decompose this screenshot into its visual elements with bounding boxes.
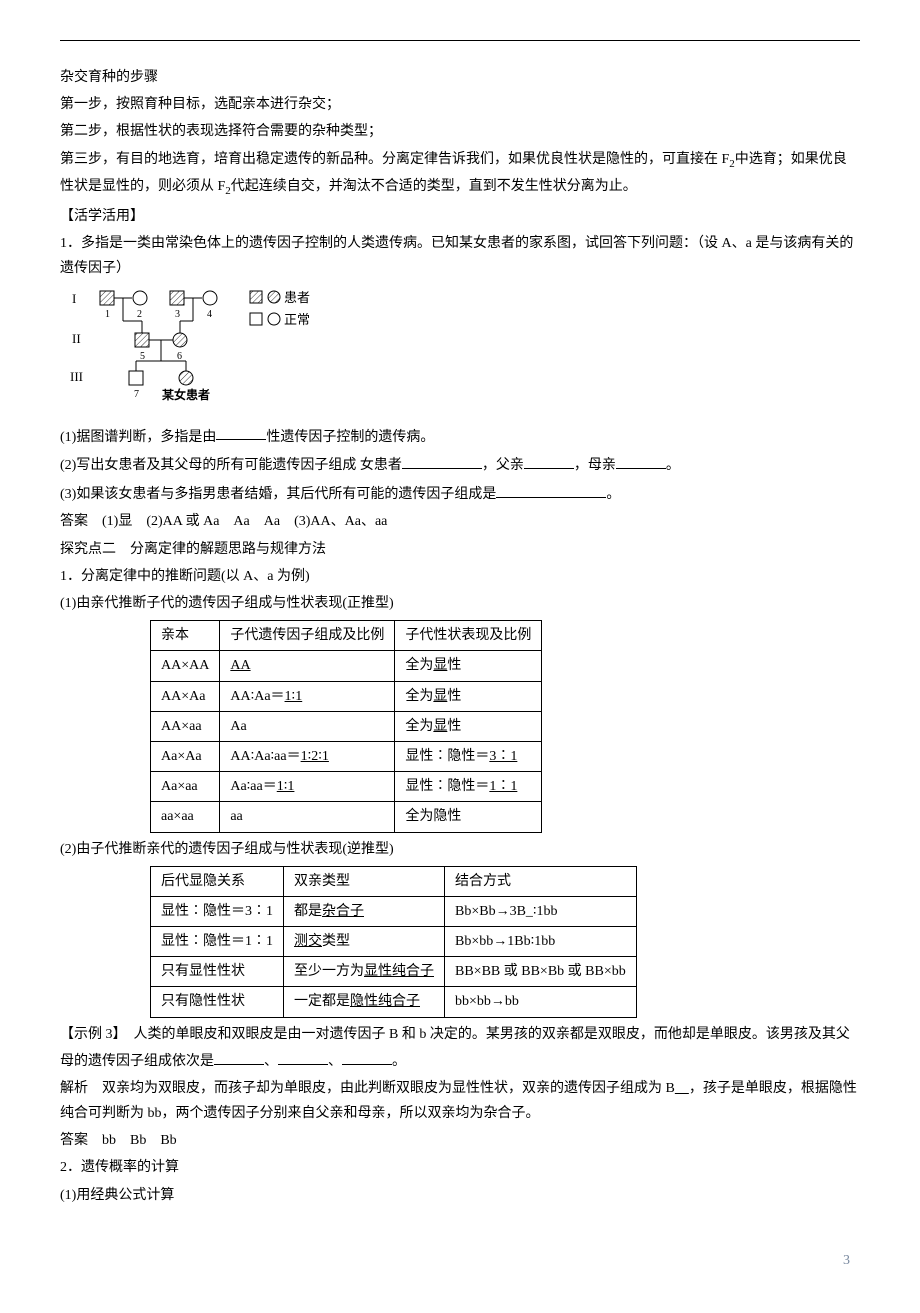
example3: 【示例 3】 人类的单眼皮和双眼皮是由一对遗传因子 B 和 b 决定的。某男孩的… xyxy=(60,1022,860,1074)
table-row: aa×aaaa全为隐性 xyxy=(151,802,542,832)
practice-heading: 【活学活用】 xyxy=(60,204,860,229)
hybrid-step1: 第一步，按照育种目标，选配亲本进行杂交； xyxy=(60,92,860,117)
page-number: 3 xyxy=(60,1248,860,1273)
table-row: AA×AaAA∶Aa＝1∶1全为显性 xyxy=(151,681,542,711)
example3-analysis: 解析 双亲均为双眼皮，而孩子却为单眼皮，由此判断双眼皮为显性性状，双亲的遗传因子… xyxy=(60,1076,860,1126)
legend-patient: 患者 xyxy=(284,290,310,305)
gen-1-label: I xyxy=(72,291,76,306)
blank xyxy=(342,1047,392,1065)
blank xyxy=(524,451,574,469)
table-row: 亲本 子代遗传因子组成及比例 子代性状表现及比例 xyxy=(151,621,542,651)
top-rule xyxy=(60,40,860,41)
table-row: 显性∶隐性＝3∶1都是杂合子Bb×Bb→3B_∶1bb xyxy=(151,896,637,926)
table-reverse: 后代显隐关系 双亲类型 结合方式 显性∶隐性＝3∶1都是杂合子Bb×Bb→3B_… xyxy=(150,866,637,1018)
answer1: 答案 (1)显 (2)AA 或 Aa Aa Aa (3)AA、Aa、aa xyxy=(60,509,860,534)
prob-h2-1: (1)用经典公式计算 xyxy=(60,1183,860,1208)
table-forward: 亲本 子代遗传因子组成及比例 子代性状表现及比例 AA×AAAA全为显性AA×A… xyxy=(150,620,542,832)
step3a: 第三步，有目的地选育，培育出稳定遗传的新品种。分离定律告诉我们，如果优良性状是隐… xyxy=(60,152,729,167)
female-patient-label: 某女患者 xyxy=(162,387,210,402)
svg-text:7: 7 xyxy=(134,389,139,400)
explore2-title: 探究点二 分离定律的解题思路与规律方法 xyxy=(60,537,860,562)
svg-text:1: 1 xyxy=(105,309,110,320)
q1-3: (3)如果该女患者与多指男患者结婚，其后代所有可能的遗传因子组成是。 xyxy=(60,480,860,507)
blank xyxy=(402,451,482,469)
blank xyxy=(496,480,606,498)
th: 亲本 xyxy=(151,621,220,651)
hybrid-step2: 第二步，根据性状的表现选择符合需要的杂种类型； xyxy=(60,119,860,144)
svg-text:4: 4 xyxy=(207,309,212,320)
svg-text:6: 6 xyxy=(177,351,182,362)
hybrid-title: 杂交育种的步骤 xyxy=(60,65,860,90)
th: 子代遗传因子组成及比例 xyxy=(220,621,395,651)
svg-text:2: 2 xyxy=(137,309,142,320)
table-row: 只有隐性性状一定都是隐性纯合子bb×bb→bb xyxy=(151,987,637,1017)
q1-2: (2)写出女患者及其父母的所有可能遗传因子组成 女患者，父亲，母亲。 xyxy=(60,451,860,478)
q1-intro: 1．多指是一类由常染色体上的遗传因子控制的人类遗传病。已知某女患者的家系图，试回… xyxy=(60,231,860,281)
pedigree-diagram: I 1 2 3 4 患者 正常 II 5 6 III 7 某女患者 xyxy=(70,287,860,416)
blank xyxy=(216,423,266,441)
svg-text:5: 5 xyxy=(140,351,145,362)
blank xyxy=(214,1047,264,1065)
table-row: Aa×AaAA∶Aa∶aa＝1∶2∶1显性∶隐性＝3∶1 xyxy=(151,741,542,771)
explore2-sub1: 1．分离定律中的推断问题(以 A、a 为例) xyxy=(60,564,860,589)
t1-title: (1)由亲代推断子代的遗传因子组成与性状表现(正推型) xyxy=(60,591,860,616)
th: 子代性状表现及比例 xyxy=(395,621,542,651)
q1-1: (1)据图谱判断，多指是由性遗传因子控制的遗传病。 xyxy=(60,423,860,450)
th: 结合方式 xyxy=(445,866,637,896)
th: 双亲类型 xyxy=(284,866,445,896)
gen-3-label: III xyxy=(70,369,83,384)
t2-title: (2)由子代推断亲代的遗传因子组成与性状表现(逆推型) xyxy=(60,837,860,862)
blank xyxy=(278,1047,328,1065)
step3c: 代起连续自交，并淘汰不合适的类型，直到不发生性状分离为止。 xyxy=(231,179,637,194)
table-row: AA×aaAa全为显性 xyxy=(151,711,542,741)
prob-h2: 2．遗传概率的计算 xyxy=(60,1155,860,1180)
gen-2-label: II xyxy=(72,331,81,346)
example3-answer: 答案 bb Bb Bb xyxy=(60,1128,860,1153)
th: 后代显隐关系 xyxy=(151,866,284,896)
table-row: AA×AAAA全为显性 xyxy=(151,651,542,681)
table-row: Aa×aaAa∶aa＝1∶1显性∶隐性＝1∶1 xyxy=(151,772,542,802)
hybrid-step3: 第三步，有目的地选育，培育出稳定遗传的新品种。分离定律告诉我们，如果优良性状是隐… xyxy=(60,147,860,202)
table-row: 后代显隐关系 双亲类型 结合方式 xyxy=(151,866,637,896)
table-row: 只有显性性状至少一方为显性纯合子BB×BB 或 BB×Bb 或 BB×bb xyxy=(151,957,637,987)
legend-normal: 正常 xyxy=(284,312,310,327)
table-row: 显性∶隐性＝1∶1测交类型Bb×bb→1Bb∶1bb xyxy=(151,927,637,957)
svg-text:3: 3 xyxy=(175,309,180,320)
blank xyxy=(616,451,666,469)
